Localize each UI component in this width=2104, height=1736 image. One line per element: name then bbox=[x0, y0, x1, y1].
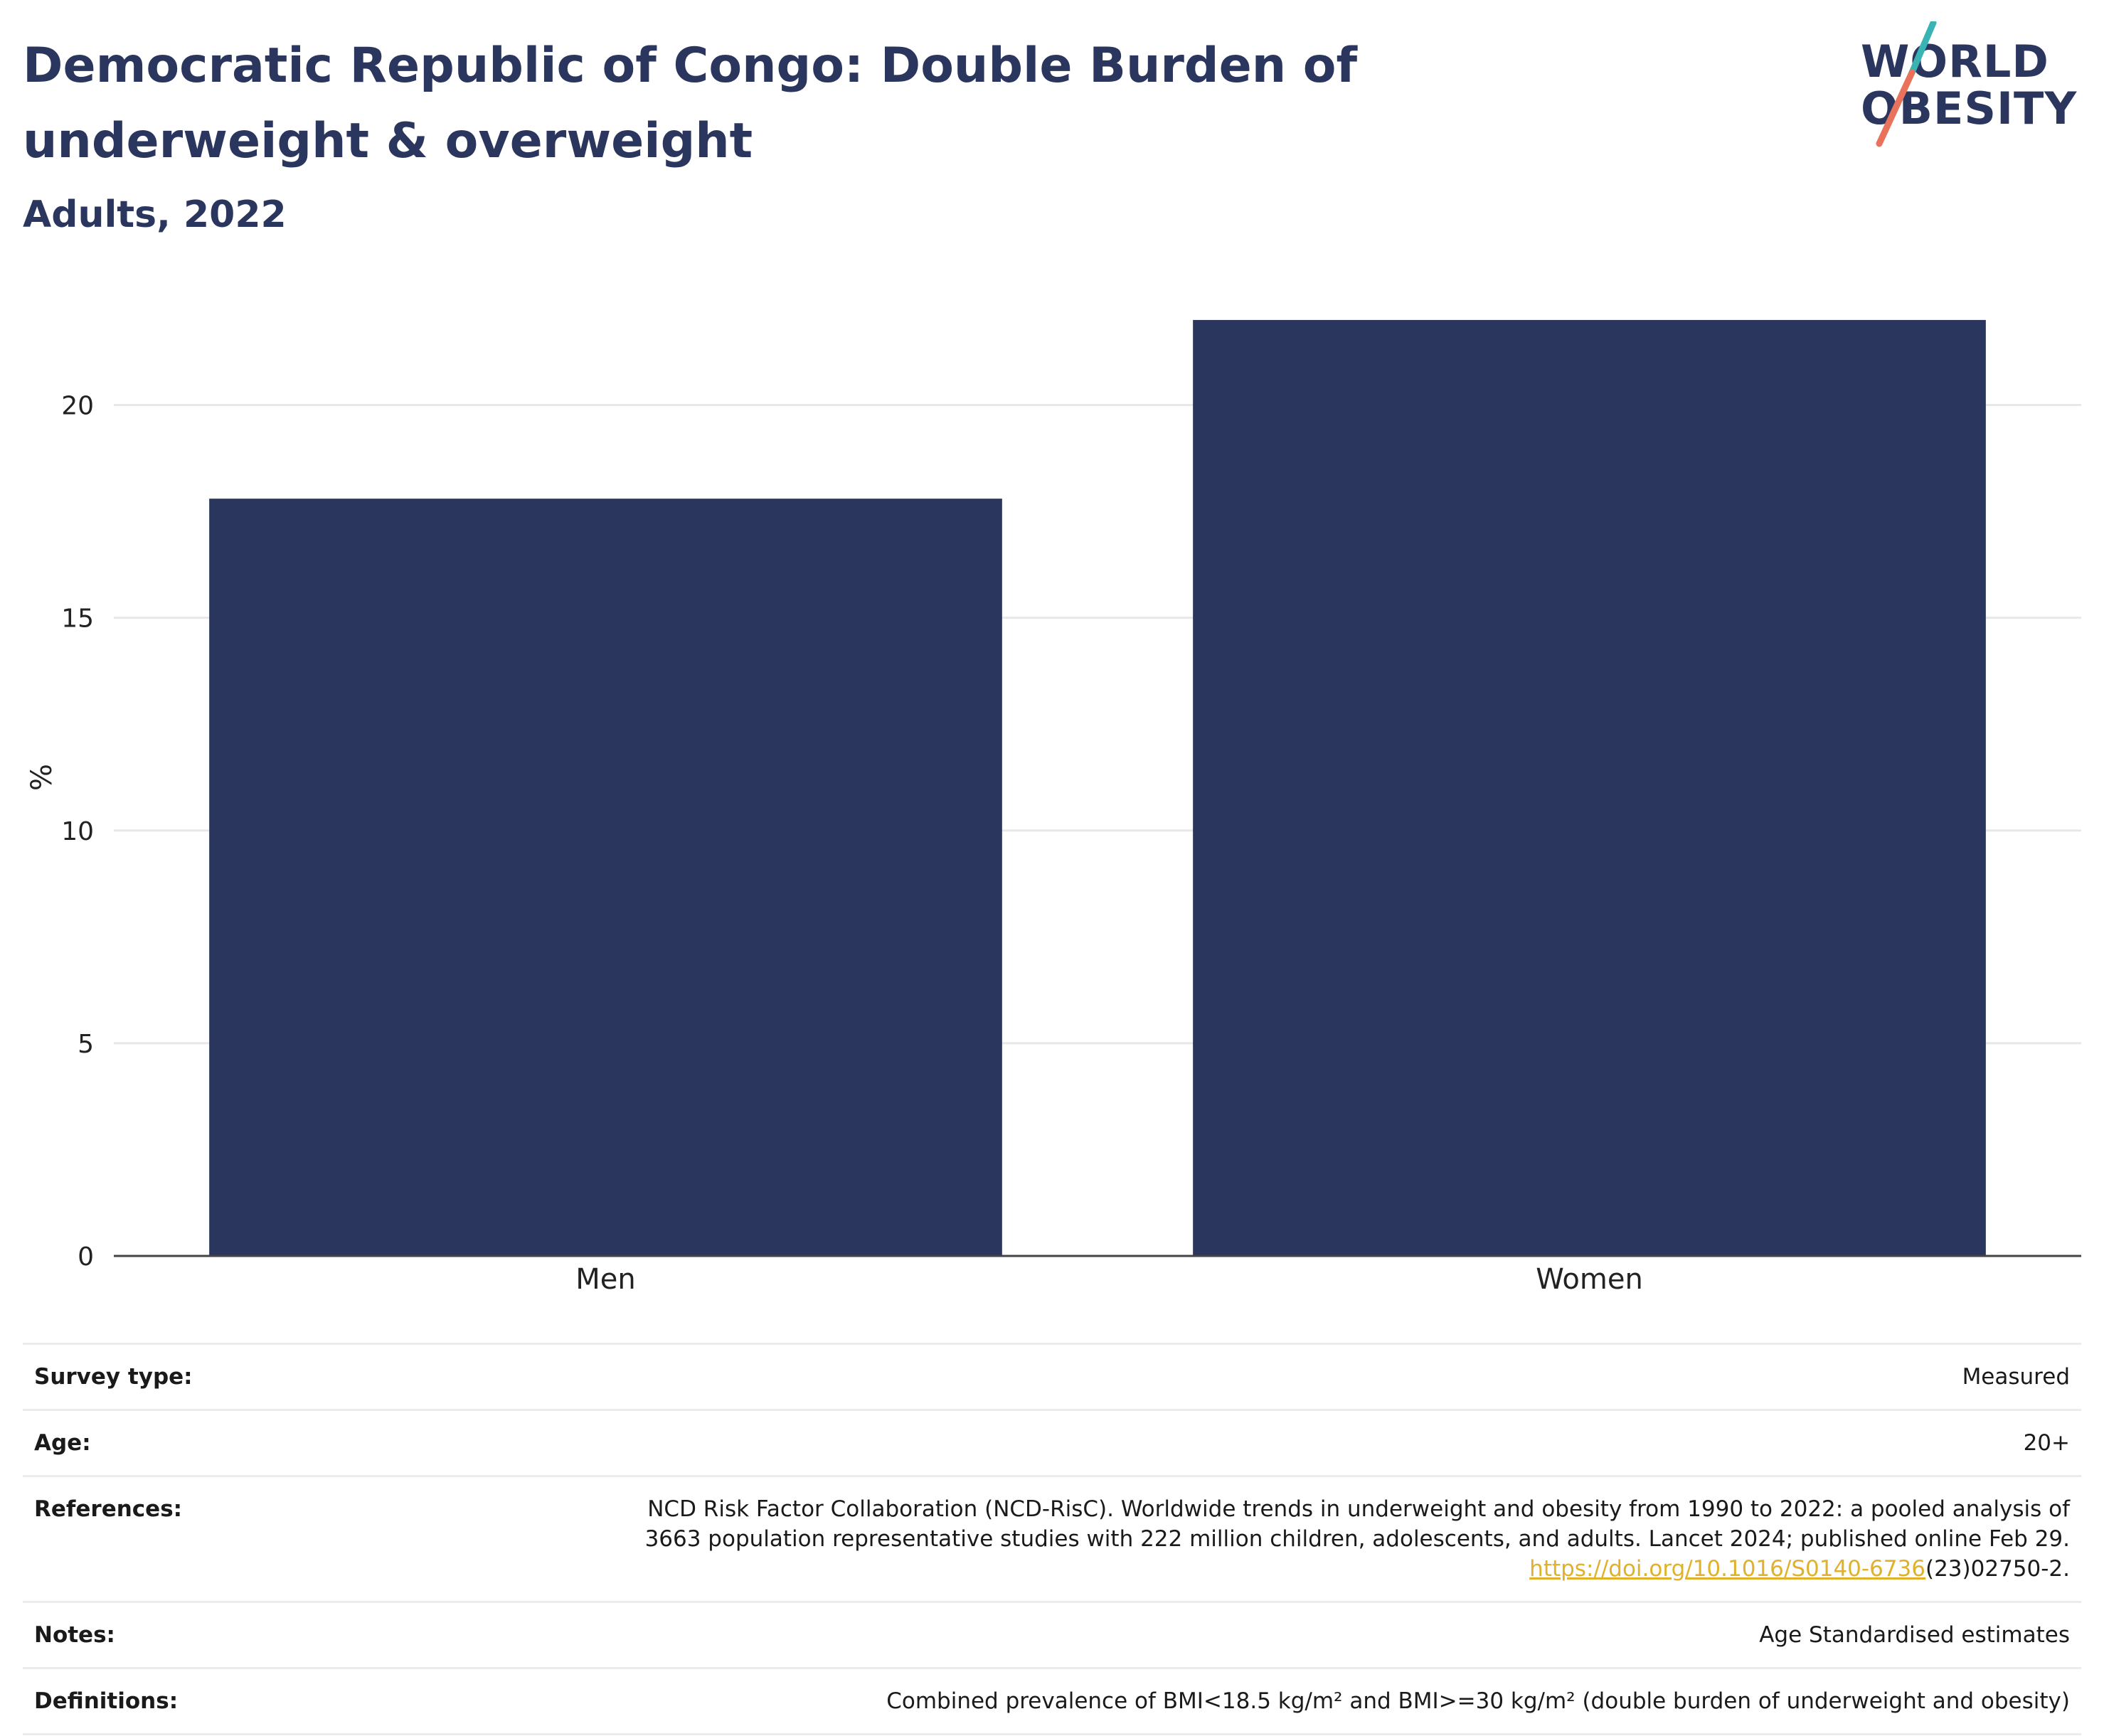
table-row-age: Age: 20+ bbox=[23, 1409, 2081, 1476]
notes-value: Age Standardised estimates bbox=[472, 1601, 2081, 1668]
y-tick-label: 5 bbox=[78, 1030, 94, 1059]
survey-type-label: Survey type: bbox=[23, 1343, 472, 1410]
bar-men bbox=[209, 499, 1002, 1256]
doi-link[interactable]: https://doi.org/10.1016/S0140-6736 bbox=[1529, 1556, 1925, 1582]
logo-slash-icon bbox=[1876, 21, 1937, 147]
definitions-label: Definitions: bbox=[23, 1667, 472, 1735]
table-row-notes: Notes: Age Standardised estimates bbox=[23, 1601, 2081, 1668]
table-row-references: References: NCD Risk Factor Collaboratio… bbox=[23, 1475, 2081, 1602]
logo-line-1: WORLD bbox=[1861, 36, 2049, 87]
age-value: 20+ bbox=[472, 1409, 2081, 1476]
y-axis-title: % bbox=[26, 764, 58, 791]
survey-type-value: Measured bbox=[472, 1343, 2081, 1410]
references-line-2: 3663 population representative studies w… bbox=[644, 1526, 2070, 1552]
chart-title: Democratic Republic of Congo: Double Bur… bbox=[23, 38, 1358, 169]
notes-label: Notes: bbox=[23, 1601, 472, 1668]
chart-subtitle: Adults, 2022 bbox=[23, 193, 287, 236]
definitions-value: Combined prevalence of BMI<18.5 kg/m² an… bbox=[472, 1667, 2081, 1735]
bar-chart: 0 5 10 15 20% Men Women bbox=[26, 319, 2081, 1296]
y-tick-label: 15 bbox=[61, 605, 94, 634]
references-line-1: NCD Risk Factor Collaboration (NCD-RisC)… bbox=[647, 1496, 2070, 1522]
y-tick-label: 20 bbox=[61, 392, 94, 421]
bar-women bbox=[1193, 319, 1986, 1256]
x-tick-label: Men bbox=[575, 1263, 635, 1296]
references-label: References: bbox=[23, 1475, 472, 1602]
y-tick-label: 0 bbox=[78, 1242, 94, 1272]
age-label: Age: bbox=[23, 1409, 472, 1476]
y-tick-label: 10 bbox=[61, 817, 94, 846]
references-value: NCD Risk Factor Collaboration (NCD-RisC)… bbox=[472, 1475, 2081, 1602]
world-obesity-logo[interactable]: WORLD OBESITY bbox=[1849, 21, 2091, 164]
info-table: Survey type: Measured Age: 20+ Reference… bbox=[23, 1343, 2081, 1735]
table-row-survey-type: Survey type: Measured bbox=[23, 1343, 2081, 1410]
doi-suffix: (23)02750-2. bbox=[1925, 1556, 2070, 1582]
table-row-definitions: Definitions: Combined prevalence of BMI<… bbox=[23, 1667, 2081, 1735]
x-tick-label: Women bbox=[1536, 1263, 1643, 1296]
